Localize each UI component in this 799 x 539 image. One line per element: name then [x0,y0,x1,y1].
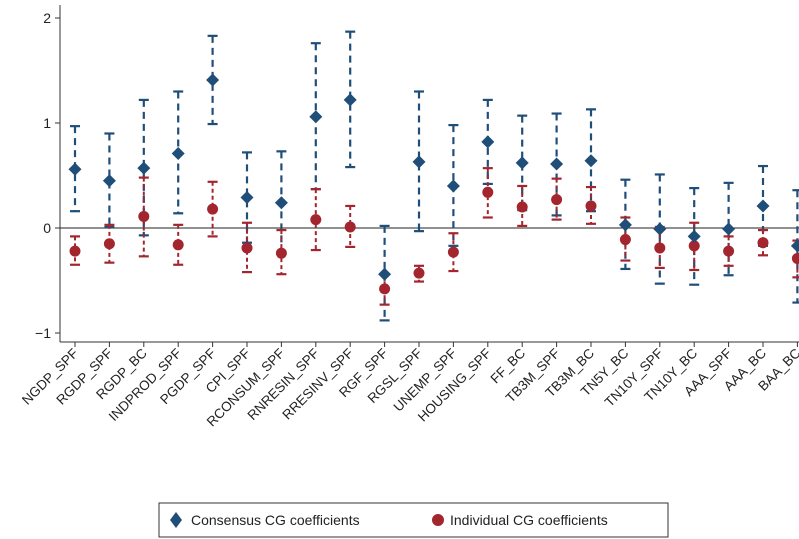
individual-point [585,200,597,212]
individual-point [241,242,253,254]
y-tick-label: −1 [35,325,51,341]
consensus-point [343,93,357,107]
consensus-point [68,162,82,176]
individual-point [654,242,666,254]
y-tick-label: 0 [43,220,51,236]
consensus-point [550,157,564,171]
legend-label-consensus: Consensus CG coefficients [191,512,360,528]
individual-point [379,283,391,295]
consensus-point [722,222,736,236]
consensus-point [171,146,185,160]
consensus-point [274,196,288,210]
consensus-point [687,229,701,243]
consensus-point [102,174,116,188]
consensus-point [481,135,495,149]
individual-point [619,234,631,246]
individual-point [310,214,322,226]
individual-point [723,245,735,257]
legend-circle-icon [432,514,444,526]
consensus-point [137,161,151,175]
individual-point [447,246,459,258]
consensus-point [515,156,529,170]
individual-point [688,240,700,252]
consensus-point [446,179,460,193]
legend-label-individual: Individual CG coefficients [450,512,608,528]
individual-point [791,252,799,264]
y-tick-label: 1 [43,115,51,131]
legend: Consensus CG coefficients Individual CG … [158,502,669,538]
consensus-point [206,73,220,87]
consensus-point [756,199,770,213]
consensus-point [790,239,799,253]
y-tick-label: 2 [43,10,51,26]
individual-point [551,194,563,206]
individual-point [69,245,81,257]
consensus-point [653,222,667,236]
consensus-point [378,267,392,281]
individual-point [482,186,494,198]
individual-point [344,221,356,233]
legend-box [158,502,669,538]
individual-point [103,238,115,250]
consensus-point [309,110,323,124]
individual-point [516,201,528,213]
individual-point [757,237,769,249]
marker-layer [68,73,799,295]
consensus-point [240,191,254,205]
individual-point [138,210,150,222]
individual-point [172,239,184,251]
individual-point [207,203,219,215]
consensus-point [412,155,426,169]
consensus-point [618,218,632,232]
individual-point [275,247,287,259]
legend-diamond-icon [170,512,182,528]
consensus-point [584,154,598,168]
individual-point [413,267,425,279]
